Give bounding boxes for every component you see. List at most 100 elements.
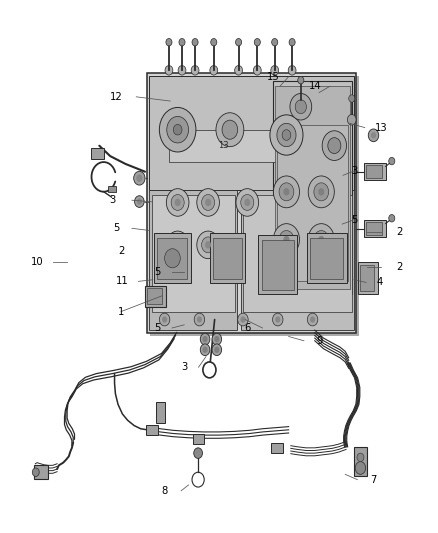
- Circle shape: [318, 188, 324, 196]
- Circle shape: [166, 189, 189, 216]
- Circle shape: [283, 188, 290, 196]
- Text: 2: 2: [118, 246, 124, 256]
- Circle shape: [357, 453, 364, 462]
- Bar: [275, 86, 350, 288]
- Bar: [311, 238, 343, 279]
- Circle shape: [211, 38, 217, 46]
- Circle shape: [194, 448, 202, 458]
- Text: 3: 3: [109, 195, 116, 205]
- Circle shape: [318, 236, 324, 243]
- Circle shape: [371, 132, 376, 139]
- Bar: [366, 165, 382, 177]
- Bar: [152, 195, 235, 312]
- Circle shape: [173, 124, 182, 135]
- Circle shape: [159, 108, 196, 152]
- Bar: [145, 286, 166, 307]
- Circle shape: [314, 231, 328, 248]
- Circle shape: [290, 93, 312, 120]
- Circle shape: [279, 231, 294, 248]
- Circle shape: [194, 313, 205, 326]
- Bar: [213, 238, 242, 279]
- Circle shape: [197, 189, 219, 216]
- Text: 5: 5: [154, 267, 160, 277]
- Circle shape: [310, 317, 315, 322]
- Circle shape: [307, 313, 318, 326]
- Bar: [364, 220, 386, 237]
- Circle shape: [162, 317, 167, 322]
- Text: 2: 2: [396, 262, 403, 271]
- Bar: [157, 238, 187, 279]
- Circle shape: [222, 120, 238, 139]
- Circle shape: [308, 224, 334, 255]
- Text: 1: 1: [118, 306, 124, 317]
- Circle shape: [270, 115, 303, 155]
- Text: 5: 5: [351, 215, 357, 225]
- Circle shape: [212, 333, 222, 345]
- Circle shape: [244, 199, 251, 206]
- Circle shape: [205, 199, 211, 206]
- Circle shape: [171, 237, 184, 253]
- Text: 13: 13: [218, 141, 229, 150]
- Text: 5: 5: [113, 223, 120, 233]
- Circle shape: [212, 344, 222, 356]
- Circle shape: [134, 171, 145, 185]
- Circle shape: [166, 38, 172, 46]
- Text: 9: 9: [316, 336, 322, 346]
- Text: 3: 3: [351, 166, 357, 176]
- Circle shape: [202, 336, 208, 342]
- Circle shape: [214, 346, 219, 353]
- Bar: [277, 125, 348, 281]
- Circle shape: [197, 231, 219, 259]
- Bar: [243, 195, 352, 312]
- Circle shape: [205, 241, 211, 248]
- Circle shape: [175, 241, 181, 248]
- Circle shape: [214, 336, 219, 342]
- Circle shape: [159, 313, 170, 326]
- Circle shape: [295, 100, 307, 114]
- Circle shape: [253, 66, 261, 75]
- Circle shape: [308, 176, 334, 208]
- Circle shape: [202, 346, 208, 353]
- Circle shape: [236, 189, 258, 216]
- Bar: [154, 233, 191, 283]
- Circle shape: [136, 174, 142, 182]
- Circle shape: [328, 138, 341, 154]
- Circle shape: [282, 130, 291, 140]
- Text: 11: 11: [116, 276, 129, 286]
- Bar: [360, 265, 374, 291]
- Circle shape: [314, 183, 328, 201]
- Bar: [261, 240, 294, 289]
- Circle shape: [368, 129, 379, 142]
- Circle shape: [272, 38, 278, 46]
- Circle shape: [200, 333, 210, 345]
- Bar: [366, 222, 382, 235]
- Circle shape: [349, 95, 355, 102]
- Text: 4: 4: [377, 277, 383, 287]
- Circle shape: [272, 313, 283, 326]
- Bar: [210, 233, 245, 283]
- Bar: [146, 424, 158, 435]
- Circle shape: [200, 344, 210, 356]
- Bar: [149, 190, 237, 330]
- Circle shape: [175, 199, 181, 206]
- Circle shape: [192, 38, 198, 46]
- Text: 15: 15: [267, 71, 280, 82]
- Circle shape: [165, 249, 180, 268]
- Bar: [156, 402, 165, 423]
- Circle shape: [137, 198, 142, 205]
- Text: 5: 5: [154, 323, 160, 333]
- Circle shape: [171, 195, 184, 211]
- Bar: [147, 73, 356, 333]
- Bar: [354, 447, 367, 476]
- Circle shape: [238, 313, 248, 326]
- Bar: [169, 130, 291, 161]
- Text: 14: 14: [309, 81, 322, 91]
- Circle shape: [271, 66, 279, 75]
- Circle shape: [277, 123, 296, 147]
- Text: 3: 3: [181, 362, 187, 372]
- Text: 10: 10: [31, 257, 43, 267]
- Circle shape: [167, 116, 188, 143]
- Circle shape: [201, 237, 215, 253]
- Circle shape: [197, 317, 202, 322]
- Circle shape: [210, 66, 218, 75]
